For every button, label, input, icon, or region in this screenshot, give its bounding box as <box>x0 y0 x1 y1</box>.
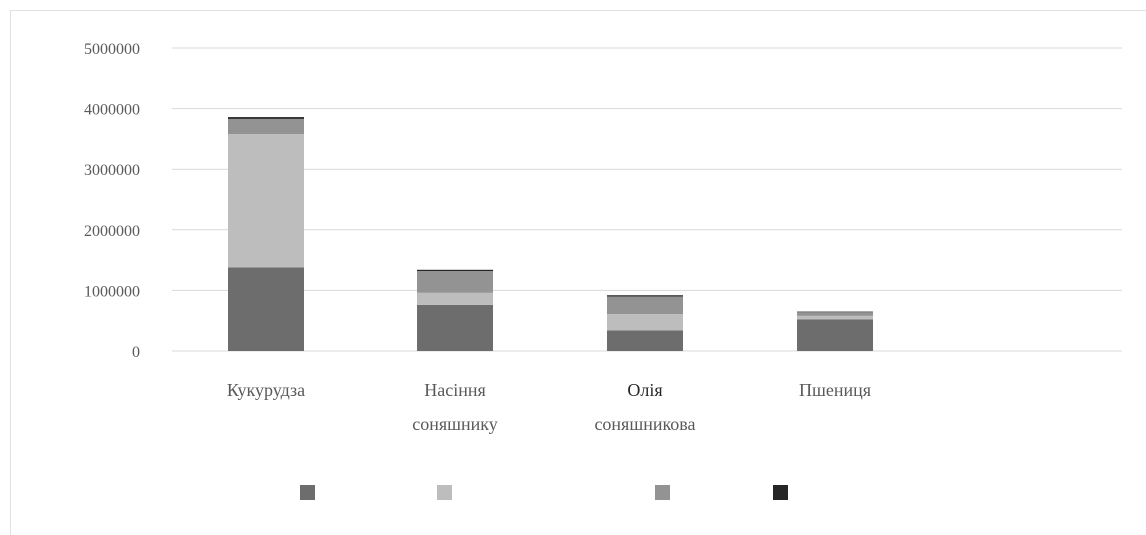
chart-frame <box>10 10 1146 535</box>
legend-swatch <box>300 485 315 500</box>
x-tick-label: соняшнику <box>412 414 498 434</box>
bar-segment <box>228 117 304 119</box>
y-tick-label: 4000000 <box>84 102 140 119</box>
bar-segment <box>417 269 493 272</box>
bar-segment <box>797 319 873 351</box>
y-tick-label: 1000000 <box>84 283 140 300</box>
bar-segment <box>607 296 683 315</box>
x-tick-label: Насіння <box>424 380 486 400</box>
legend-swatch <box>437 485 452 500</box>
y-tick-label: 5000000 <box>84 41 140 58</box>
y-tick-label: 2000000 <box>84 223 140 240</box>
y-tick-label: 0 <box>132 344 140 361</box>
legend-swatch <box>773 485 788 500</box>
bar-segment <box>228 118 304 135</box>
bar-segment <box>797 311 873 313</box>
bar-segment <box>228 267 304 351</box>
y-tick-label: 3000000 <box>84 162 140 179</box>
bar-segment <box>607 295 683 297</box>
bar-segment <box>228 134 304 268</box>
bar-segment <box>417 271 493 293</box>
bar-segment <box>417 292 493 305</box>
bar-segment <box>797 315 873 320</box>
x-tick-label: Пшениця <box>799 380 871 400</box>
bar-segment <box>417 304 493 351</box>
legend-swatch <box>655 485 670 500</box>
bar-segment <box>607 314 683 331</box>
x-tick-label: Кукурудза <box>227 380 305 400</box>
x-tick-label: Олія <box>627 380 662 400</box>
x-tick-label: соняшникова <box>594 414 695 434</box>
bar-segment <box>607 330 683 351</box>
bar-segment <box>797 312 873 316</box>
